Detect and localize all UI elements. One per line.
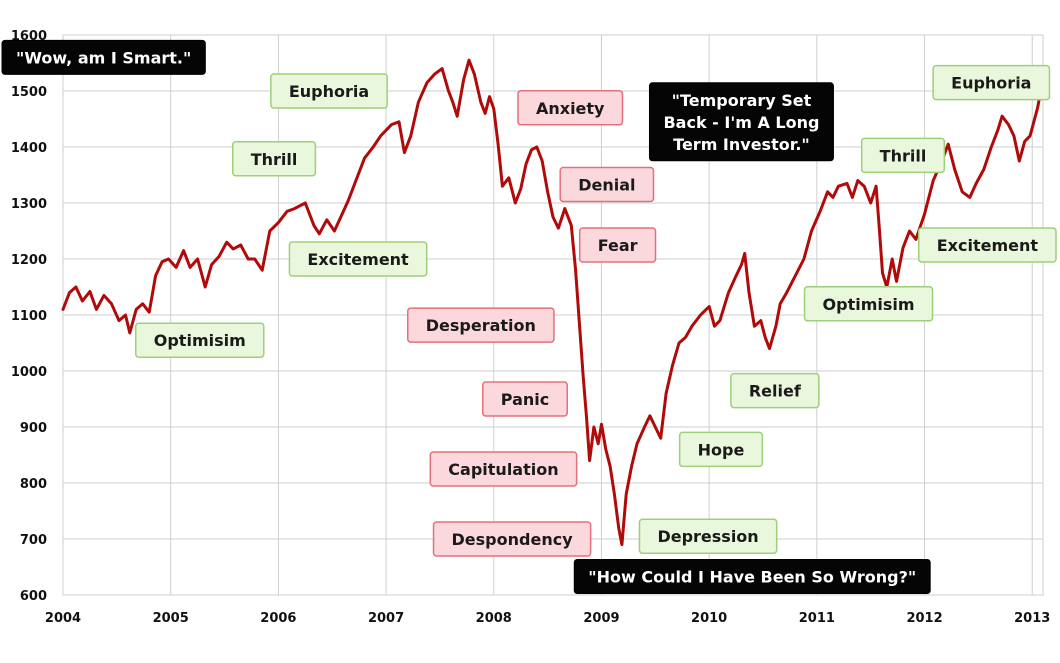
annotation-green: Relief [730,372,820,409]
annotation-red: Despondency [432,521,592,557]
annotation-black: "Wow, am I Smart." [1,39,206,75]
annotation-red: Panic [482,381,568,417]
annotation-label: Anxiety [536,99,605,118]
annotation-box [730,372,820,409]
annotation-box [270,73,388,109]
annotation-box [432,521,592,557]
annotation-red: Desperation [407,307,555,343]
x-tick-label: 2011 [799,611,835,626]
annotation-green: Optimisim [135,322,265,358]
annotation-box [638,518,778,554]
annotation-label: Term Investor." [673,135,810,154]
y-tick-label: 800 [20,477,47,492]
annotation-box [860,137,946,174]
annotation-label: Depression [657,527,758,546]
annotation-black: "How Could I Have Been So Wrong?" [573,559,931,595]
annotation-label: Thrill [251,150,298,169]
annotation-box [1,39,206,75]
x-tick-label: 2009 [583,611,619,626]
x-tick-label: 2007 [368,611,404,626]
y-tick-label: 1500 [11,85,47,100]
annotation-red: Fear [578,227,657,263]
annotation-black: "Temporary Set Back - I'm A Long Term Inve… [648,82,834,162]
annotation-box [231,141,317,177]
annotation-red: Capitulation [429,451,578,487]
annotation-label: Euphoria [951,74,1031,93]
series-layer [61,58,1044,547]
annotation-label: "Wow, am I Smart." [16,48,191,67]
annotation-label: Euphoria [289,82,369,101]
annotation-box [932,64,1051,101]
x-tick-label: 2005 [153,611,189,626]
annotation-green: Excitement [917,227,1057,263]
y-tick-label: 1400 [11,141,47,156]
annotation-green: Euphoria [270,73,388,109]
annotation-green: Optimisim [803,286,934,322]
annotation-box [429,451,578,487]
annotation-box [578,227,657,263]
x-tick-label: 2012 [906,611,942,626]
annotation-label: "Temporary Set [672,91,812,110]
annotation-box [803,286,934,322]
annotation-label: "How Could I Have Been So Wrong?" [588,568,916,587]
tick-labels: 2004 2005 2006 2007 2008 2009 2010 2011 2012 2013… [11,29,1051,626]
annotation-green: Thrill [860,137,946,174]
annotation-label: Capitulation [448,460,558,479]
annotation-label: Thrill [880,146,927,165]
annotation-red: Anxiety [517,90,624,126]
annotation-label: Desperation [426,316,536,335]
x-tick-label: 2010 [691,611,727,626]
annotation-box [917,227,1057,263]
annotation-green: Thrill [231,141,317,177]
annotation-box [288,241,428,277]
annotations-layer: "Wow, am I Smart." Euphoria Thrill Exciteme… [1,39,1057,595]
annotation-green: Excitement [288,241,428,277]
y-tick-label: 900 [20,421,47,436]
annotation-label: Optimisim [154,331,246,350]
annotation-green: Hope [678,431,764,468]
annotation-label: Relief [749,382,802,401]
annotation-label: Hope [698,440,745,459]
x-tick-label: 2004 [45,611,81,626]
series-line [61,58,1044,547]
annotation-green: Depression [638,518,778,554]
annotation-box [517,90,624,126]
y-tick-label: 700 [20,533,47,548]
y-tick-label: 1000 [11,365,47,380]
annotation-box [135,322,265,358]
y-tick-label: 600 [20,589,47,604]
annotation-label: Denial [578,176,635,195]
annotation-box [482,381,568,417]
y-tick-label: 1300 [11,197,47,212]
annotation-box [648,82,834,162]
annotation-green: Euphoria [932,64,1051,101]
annotation-red: Denial [559,166,655,203]
annotation-label: Back - I'm A Long [663,113,819,132]
annotation-box [678,431,764,468]
x-tick-label: 2006 [260,611,296,626]
annotation-box [573,559,931,595]
annotation-box [559,166,655,203]
annotation-label: Optimisim [823,295,915,314]
annotation-label: Excitement [307,250,409,269]
y-tick-label: 1200 [11,253,47,268]
annotation-box [407,307,555,343]
annotation-label: Despondency [452,530,574,549]
y-tick-label: 1100 [11,309,47,324]
annotation-label: Excitement [937,236,1039,255]
annotation-label: Fear [598,236,638,255]
x-tick-label: 2013 [1014,611,1050,626]
annotation-label: Panic [501,390,549,409]
x-tick-label: 2008 [476,611,512,626]
